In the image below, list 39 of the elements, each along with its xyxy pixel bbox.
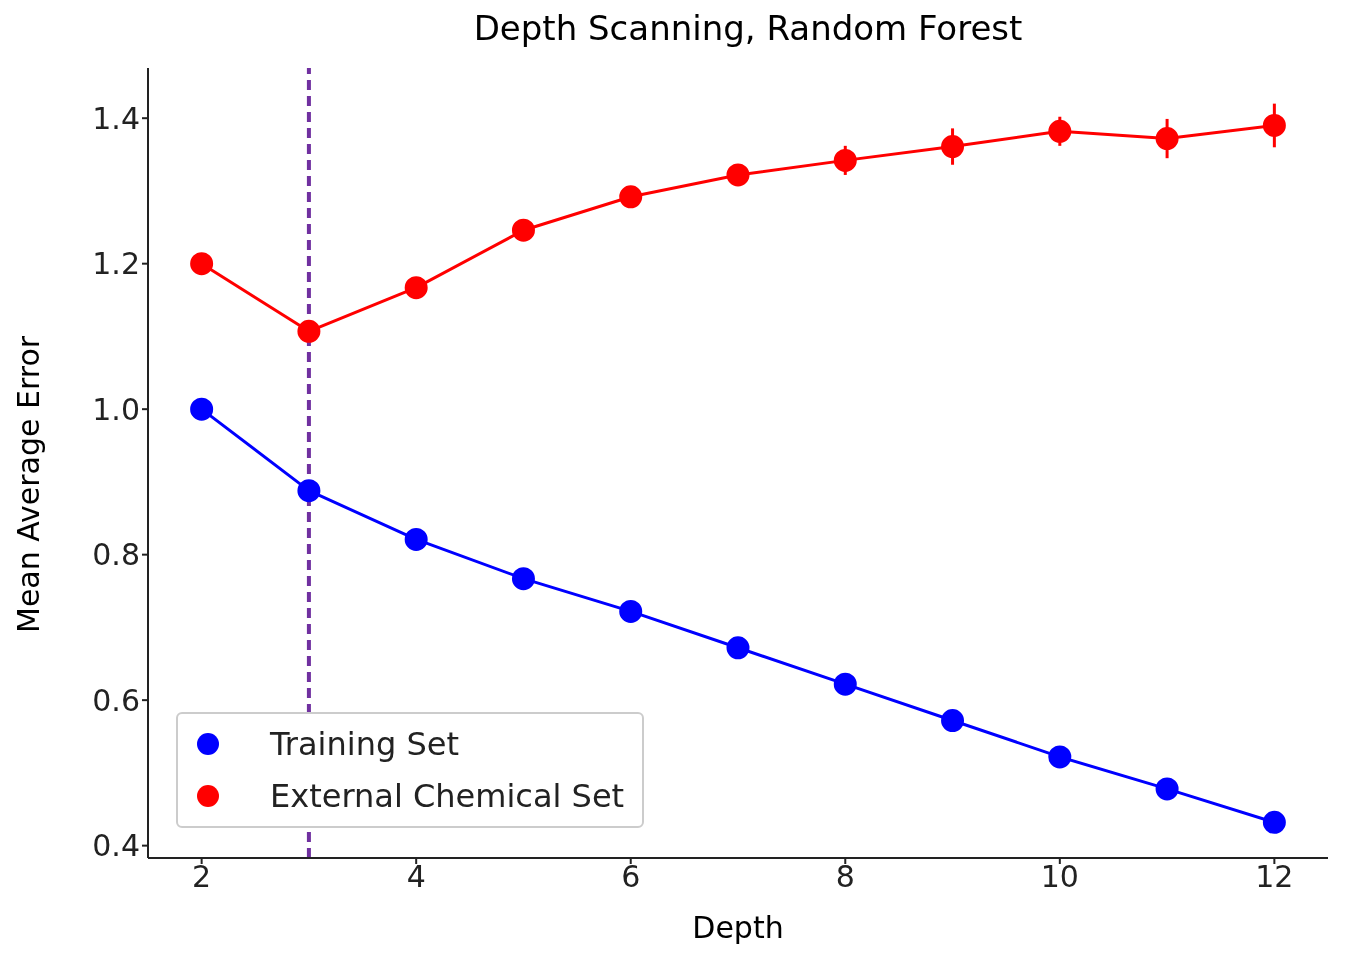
- x-tick-label: 4: [406, 859, 426, 895]
- chart-title: Depth Scanning, Random Forest: [472, 8, 1024, 50]
- y-tick-label: 0.8: [92, 537, 140, 573]
- y-tick-label: 1.2: [92, 246, 140, 282]
- point: [1262, 810, 1286, 834]
- point: [833, 148, 857, 172]
- point: [619, 185, 643, 209]
- x-tick-label: 6: [621, 859, 641, 895]
- point: [511, 218, 535, 242]
- point: [1155, 777, 1179, 801]
- x-tick-label: 10: [1040, 859, 1079, 895]
- point: [404, 527, 428, 551]
- point: [1155, 127, 1179, 151]
- point: [1048, 745, 1072, 769]
- x-tick-label: 8: [835, 859, 855, 895]
- x-tick-label: 12: [1255, 859, 1294, 895]
- point: [190, 397, 214, 421]
- point: [1048, 119, 1072, 143]
- x-tick-label: 2: [192, 859, 212, 895]
- legend-label: External Chemical Set: [270, 777, 625, 815]
- point: [941, 709, 965, 733]
- point: [297, 319, 321, 343]
- point: [1262, 113, 1286, 137]
- point: [726, 163, 750, 187]
- y-tick-label: 0.6: [92, 682, 140, 718]
- y-tick-label: 1.0: [92, 391, 140, 427]
- x-axis-title: Depth: [692, 910, 784, 945]
- point: [190, 252, 214, 276]
- y-axis-title: Mean Average Error: [10, 335, 46, 633]
- y-tick-label: 0.4: [92, 828, 140, 864]
- point: [619, 599, 643, 623]
- point: [297, 479, 321, 503]
- point: [833, 672, 857, 696]
- point: [511, 567, 535, 591]
- point: [941, 135, 965, 159]
- point: [726, 636, 750, 660]
- legend-label: Training Set: [270, 725, 459, 763]
- y-tick-label: 1.4: [92, 100, 140, 136]
- point: [404, 276, 428, 300]
